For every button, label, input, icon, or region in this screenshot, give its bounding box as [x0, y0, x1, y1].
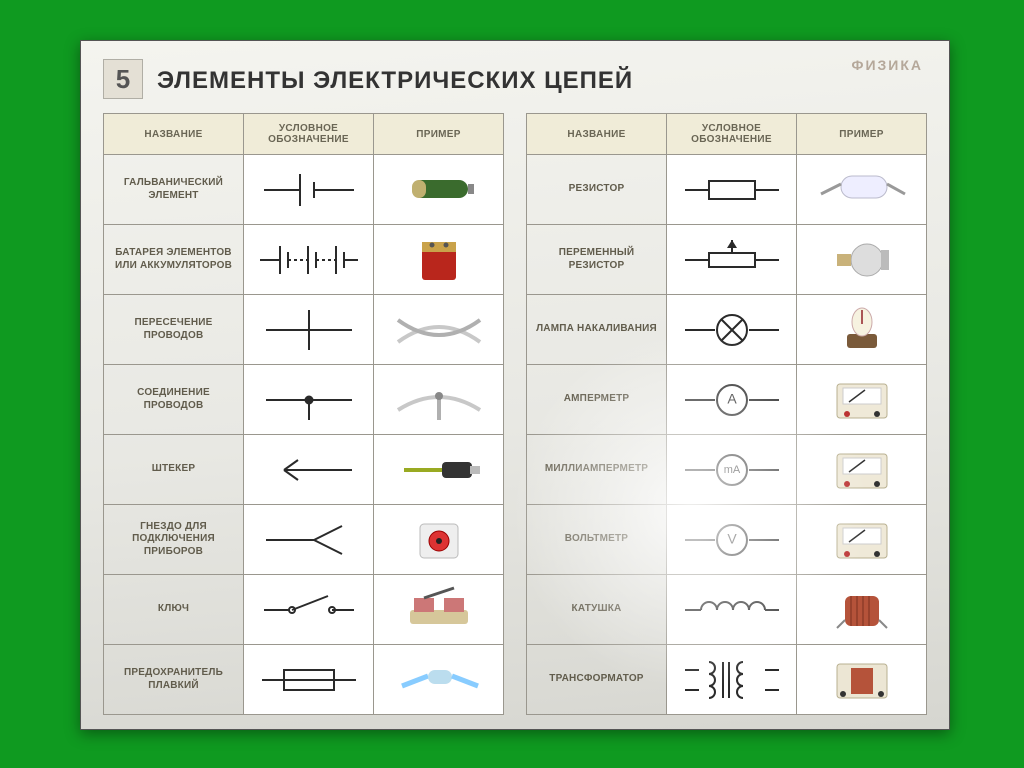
- example-socket-photo: [374, 505, 504, 575]
- example-resistor-photo: [797, 155, 927, 225]
- example-switch-photo: [374, 575, 504, 645]
- poster-title: ЭЛЕМЕНТЫ ЭЛЕКТРИЧЕСКИХ ЦЕПЕЙ: [157, 67, 633, 95]
- table-header-row: НАЗВАНИЕ УСЛОВНОЕ ОБОЗНАЧЕНИЕ ПРИМЕР: [104, 114, 504, 155]
- col-header-example: ПРИМЕР: [797, 114, 927, 155]
- table-right: НАЗВАНИЕ УСЛОВНОЕ ОБОЗНАЧЕНИЕ ПРИМЕР РЕЗ…: [526, 113, 927, 715]
- example-battery-aa: [374, 155, 504, 225]
- table-row: ТРАНСФОРМАТОР: [527, 645, 927, 715]
- element-name: КАТУШКА: [527, 575, 667, 645]
- example-fuse-photo: [374, 645, 504, 715]
- table-row: ПРЕДОХРАНИТЕЛЬ ПЛАВКИЙ: [104, 645, 504, 715]
- element-name: ВОЛЬТМЕТР: [527, 505, 667, 575]
- schematic-symbol-var-resistor: [667, 225, 797, 295]
- element-name: СОЕДИНЕНИЕ ПРОВОДОВ: [104, 365, 244, 435]
- schematic-symbol-ammeter: V: [667, 505, 797, 575]
- schematic-symbol-wires-cross: [244, 295, 374, 365]
- table-row: ШТЕКЕР: [104, 435, 504, 505]
- element-name: КЛЮЧ: [104, 575, 244, 645]
- table-row: КЛЮЧ: [104, 575, 504, 645]
- table-row: ПЕРЕСЕЧЕНИЕ ПРОВОДОВ: [104, 295, 504, 365]
- example-ammeter-photo: [797, 365, 927, 435]
- svg-text:V: V: [727, 530, 737, 546]
- table-row: ЛАМПА НАКАЛИВАНИЯ: [527, 295, 927, 365]
- schematic-symbol-inductor: [667, 575, 797, 645]
- element-name: ПРЕДОХРАНИТЕЛЬ ПЛАВКИЙ: [104, 645, 244, 715]
- element-name: ТРАНСФОРМАТОР: [527, 645, 667, 715]
- example-wires-join-photo: [374, 365, 504, 435]
- col-header-name: НАЗВАНИЕ: [527, 114, 667, 155]
- element-name: ПЕРЕМЕННЫЙ РЕЗИСТОР: [527, 225, 667, 295]
- schematic-symbol-socket: [244, 505, 374, 575]
- table-row: АМПЕРМЕТР A: [527, 365, 927, 435]
- table-row: СОЕДИНЕНИЕ ПРОВОДОВ: [104, 365, 504, 435]
- schematic-symbol-ammeter: A: [667, 365, 797, 435]
- schematic-symbol-transformer: [667, 645, 797, 715]
- schematic-symbol-wires-junction: [244, 365, 374, 435]
- poster-header: 5 ЭЛЕМЕНТЫ ЭЛЕКТРИЧЕСКИХ ЦЕПЕЙ: [103, 59, 927, 99]
- example-voltmeter-photo: [797, 505, 927, 575]
- table-header-row: НАЗВАНИЕ УСЛОВНОЕ ОБОЗНАЧЕНИЕ ПРИМЕР: [527, 114, 927, 155]
- table-row: БАТАРЕЯ ЭЛЕМЕНТОВ ИЛИ АККУМУЛЯТОРОВ: [104, 225, 504, 295]
- element-name: БАТАРЕЯ ЭЛЕМЕНТОВ ИЛИ АККУМУЛЯТОРОВ: [104, 225, 244, 295]
- example-potentiometer-photo: [797, 225, 927, 295]
- example-milliammeter-photo: [797, 435, 927, 505]
- col-header-name: НАЗВАНИЕ: [104, 114, 244, 155]
- tables-wrapper: НАЗВАНИЕ УСЛОВНОЕ ОБОЗНАЧЕНИЕ ПРИМЕР ГАЛ…: [103, 113, 927, 715]
- col-header-symbol: УСЛОВНОЕ ОБОЗНАЧЕНИЕ: [667, 114, 797, 155]
- table-row: КАТУШКА: [527, 575, 927, 645]
- element-name: ПЕРЕСЕЧЕНИЕ ПРОВОДОВ: [104, 295, 244, 365]
- example-plug-photo: [374, 435, 504, 505]
- schematic-symbol-lamp: [667, 295, 797, 365]
- example-lamp-photo: [797, 295, 927, 365]
- subject-label: ФИЗИКА: [852, 57, 924, 73]
- physics-poster: ФИЗИКА 5 ЭЛЕМЕНТЫ ЭЛЕКТРИЧЕСКИХ ЦЕПЕЙ НА…: [80, 40, 950, 730]
- example-transformer-photo: [797, 645, 927, 715]
- example-wires-cross-photo: [374, 295, 504, 365]
- element-name: РЕЗИСТОР: [527, 155, 667, 225]
- table-row: ВОЛЬТМЕТР V: [527, 505, 927, 575]
- svg-text:A: A: [727, 390, 737, 406]
- element-name: МИЛЛИАМПЕРМЕТР: [527, 435, 667, 505]
- table-row: ГАЛЬВАНИЧЕСКИЙ ЭЛЕМЕНТ: [104, 155, 504, 225]
- element-name: ШТЕКЕР: [104, 435, 244, 505]
- table-left: НАЗВАНИЕ УСЛОВНОЕ ОБОЗНАЧЕНИЕ ПРИМЕР ГАЛ…: [103, 113, 504, 715]
- table-row: ПЕРЕМЕННЫЙ РЕЗИСТОР: [527, 225, 927, 295]
- schematic-symbol-switch: [244, 575, 374, 645]
- element-name: АМПЕРМЕТР: [527, 365, 667, 435]
- example-coil-photo: [797, 575, 927, 645]
- table-row: РЕЗИСТОР: [527, 155, 927, 225]
- table-row: МИЛЛИАМПЕРМЕТР mA: [527, 435, 927, 505]
- svg-text:mA: mA: [723, 463, 740, 475]
- schematic-symbol-cell: [244, 155, 374, 225]
- element-name: ЛАМПА НАКАЛИВАНИЯ: [527, 295, 667, 365]
- element-name: ГАЛЬВАНИЧЕСКИЙ ЭЛЕМЕНТ: [104, 155, 244, 225]
- schematic-symbol-ammeter: mA: [667, 435, 797, 505]
- schematic-symbol-battery: [244, 225, 374, 295]
- example-battery-9v: [374, 225, 504, 295]
- table-row: ГНЕЗДО ДЛЯ ПОДКЛЮЧЕНИЯ ПРИБОРОВ: [104, 505, 504, 575]
- schematic-symbol-fuse: [244, 645, 374, 715]
- col-header-example: ПРИМЕР: [374, 114, 504, 155]
- col-header-symbol: УСЛОВНОЕ ОБОЗНАЧЕНИЕ: [244, 114, 374, 155]
- schematic-symbol-plug: [244, 435, 374, 505]
- schematic-symbol-resistor: [667, 155, 797, 225]
- element-name: ГНЕЗДО ДЛЯ ПОДКЛЮЧЕНИЯ ПРИБОРОВ: [104, 505, 244, 575]
- poster-number: 5: [103, 59, 143, 99]
